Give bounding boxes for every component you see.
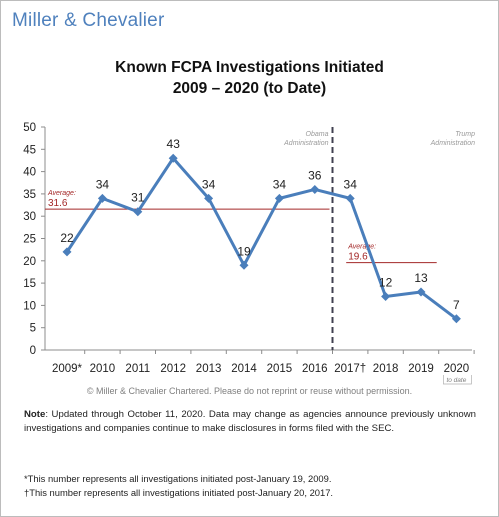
line-chart: 0 5 10 15 20 25 30 35 40 45 50 2009* 2010 2011 2012 201… <box>23 122 475 385</box>
x-tick-label: 2016 <box>302 363 328 375</box>
data-label: 34 <box>96 177 110 191</box>
note-label: Note <box>24 409 46 420</box>
data-label: 34 <box>273 177 287 191</box>
chart-title: Known FCPA Investigations Initiated <box>115 59 384 76</box>
copyright-notice: © Miller & Chevalier Chartered. Please d… <box>86 386 413 396</box>
note-body: : Updated through October 11, 2020. Data… <box>24 409 476 434</box>
data-label: 22 <box>60 231 74 245</box>
data-label: 31 <box>131 191 145 205</box>
x-tick-label: 2009* <box>52 363 83 375</box>
x-tick-label: 2018 <box>373 363 399 375</box>
annotation-trump-line1: Trump <box>455 131 475 138</box>
average-value: 19.6 <box>348 252 368 263</box>
data-label: 34 <box>202 177 216 191</box>
x-tick-label: 2015 <box>267 363 293 375</box>
annotation-obama-line2: Administration <box>283 140 328 147</box>
brand-logo: Miller & Chevalier <box>12 10 165 31</box>
data-label: 12 <box>379 275 393 289</box>
data-label: 7 <box>453 298 460 312</box>
data-point <box>416 287 426 297</box>
data-point <box>97 193 107 203</box>
data-point <box>204 193 214 203</box>
data-label: 36 <box>308 168 322 182</box>
average-label: Average: <box>47 190 76 197</box>
data-point <box>345 193 355 203</box>
chart-subtitle: 2009 – 2020 (to Date) <box>172 80 327 97</box>
y-tick-label: 5 <box>30 323 36 335</box>
footnote-2017: †This number represents all investigatio… <box>24 487 334 498</box>
x-tick-label: 2020 <box>444 363 470 375</box>
data-label: 13 <box>414 271 428 285</box>
y-tick-label: 30 <box>23 211 36 223</box>
x-tick-label: 2017† <box>334 363 366 375</box>
y-tick-label: 20 <box>23 256 36 268</box>
y-tick-label: 40 <box>23 167 36 179</box>
average-label: Average: <box>347 244 376 251</box>
x-tick-label: 2014 <box>231 363 257 375</box>
footnote-2009: *This number represents all investigatio… <box>24 473 332 484</box>
average-value: 31.6 <box>48 198 68 209</box>
data-point <box>381 291 391 301</box>
data-label: 43 <box>167 137 181 151</box>
x-sublabel-bracket <box>443 375 472 385</box>
data-label: 34 <box>344 177 358 191</box>
x-tick-label: 2013 <box>196 363 222 375</box>
data-label: 19 <box>237 244 251 258</box>
x-tick-label: 2019 <box>408 363 434 375</box>
x-tick-label: 2011 <box>125 363 150 375</box>
x-tick-label: 2012 <box>160 363 186 375</box>
x-sublabel: to date <box>446 377 466 384</box>
data-point <box>62 247 72 257</box>
y-tick-label: 45 <box>23 144 36 156</box>
data-point <box>133 207 143 217</box>
y-tick-label: 35 <box>23 189 36 201</box>
y-tick-label: 25 <box>23 234 36 246</box>
y-tick-label: 15 <box>23 278 36 290</box>
series-line <box>65 156 458 320</box>
data-point <box>239 260 249 270</box>
data-point <box>451 314 461 324</box>
data-point <box>310 184 320 194</box>
note-text: Note: Updated through October 11, 2020. … <box>24 408 476 436</box>
y-tick-label: 0 <box>30 345 36 357</box>
annotation-obama-line1: Obama <box>306 131 329 138</box>
x-tick-label: 2010 <box>90 363 116 375</box>
y-tick-label: 10 <box>23 300 36 312</box>
annotation-trump-line2: Administration <box>430 140 475 147</box>
data-point <box>168 153 178 163</box>
data-point <box>274 193 284 203</box>
y-tick-label: 50 <box>23 122 36 134</box>
